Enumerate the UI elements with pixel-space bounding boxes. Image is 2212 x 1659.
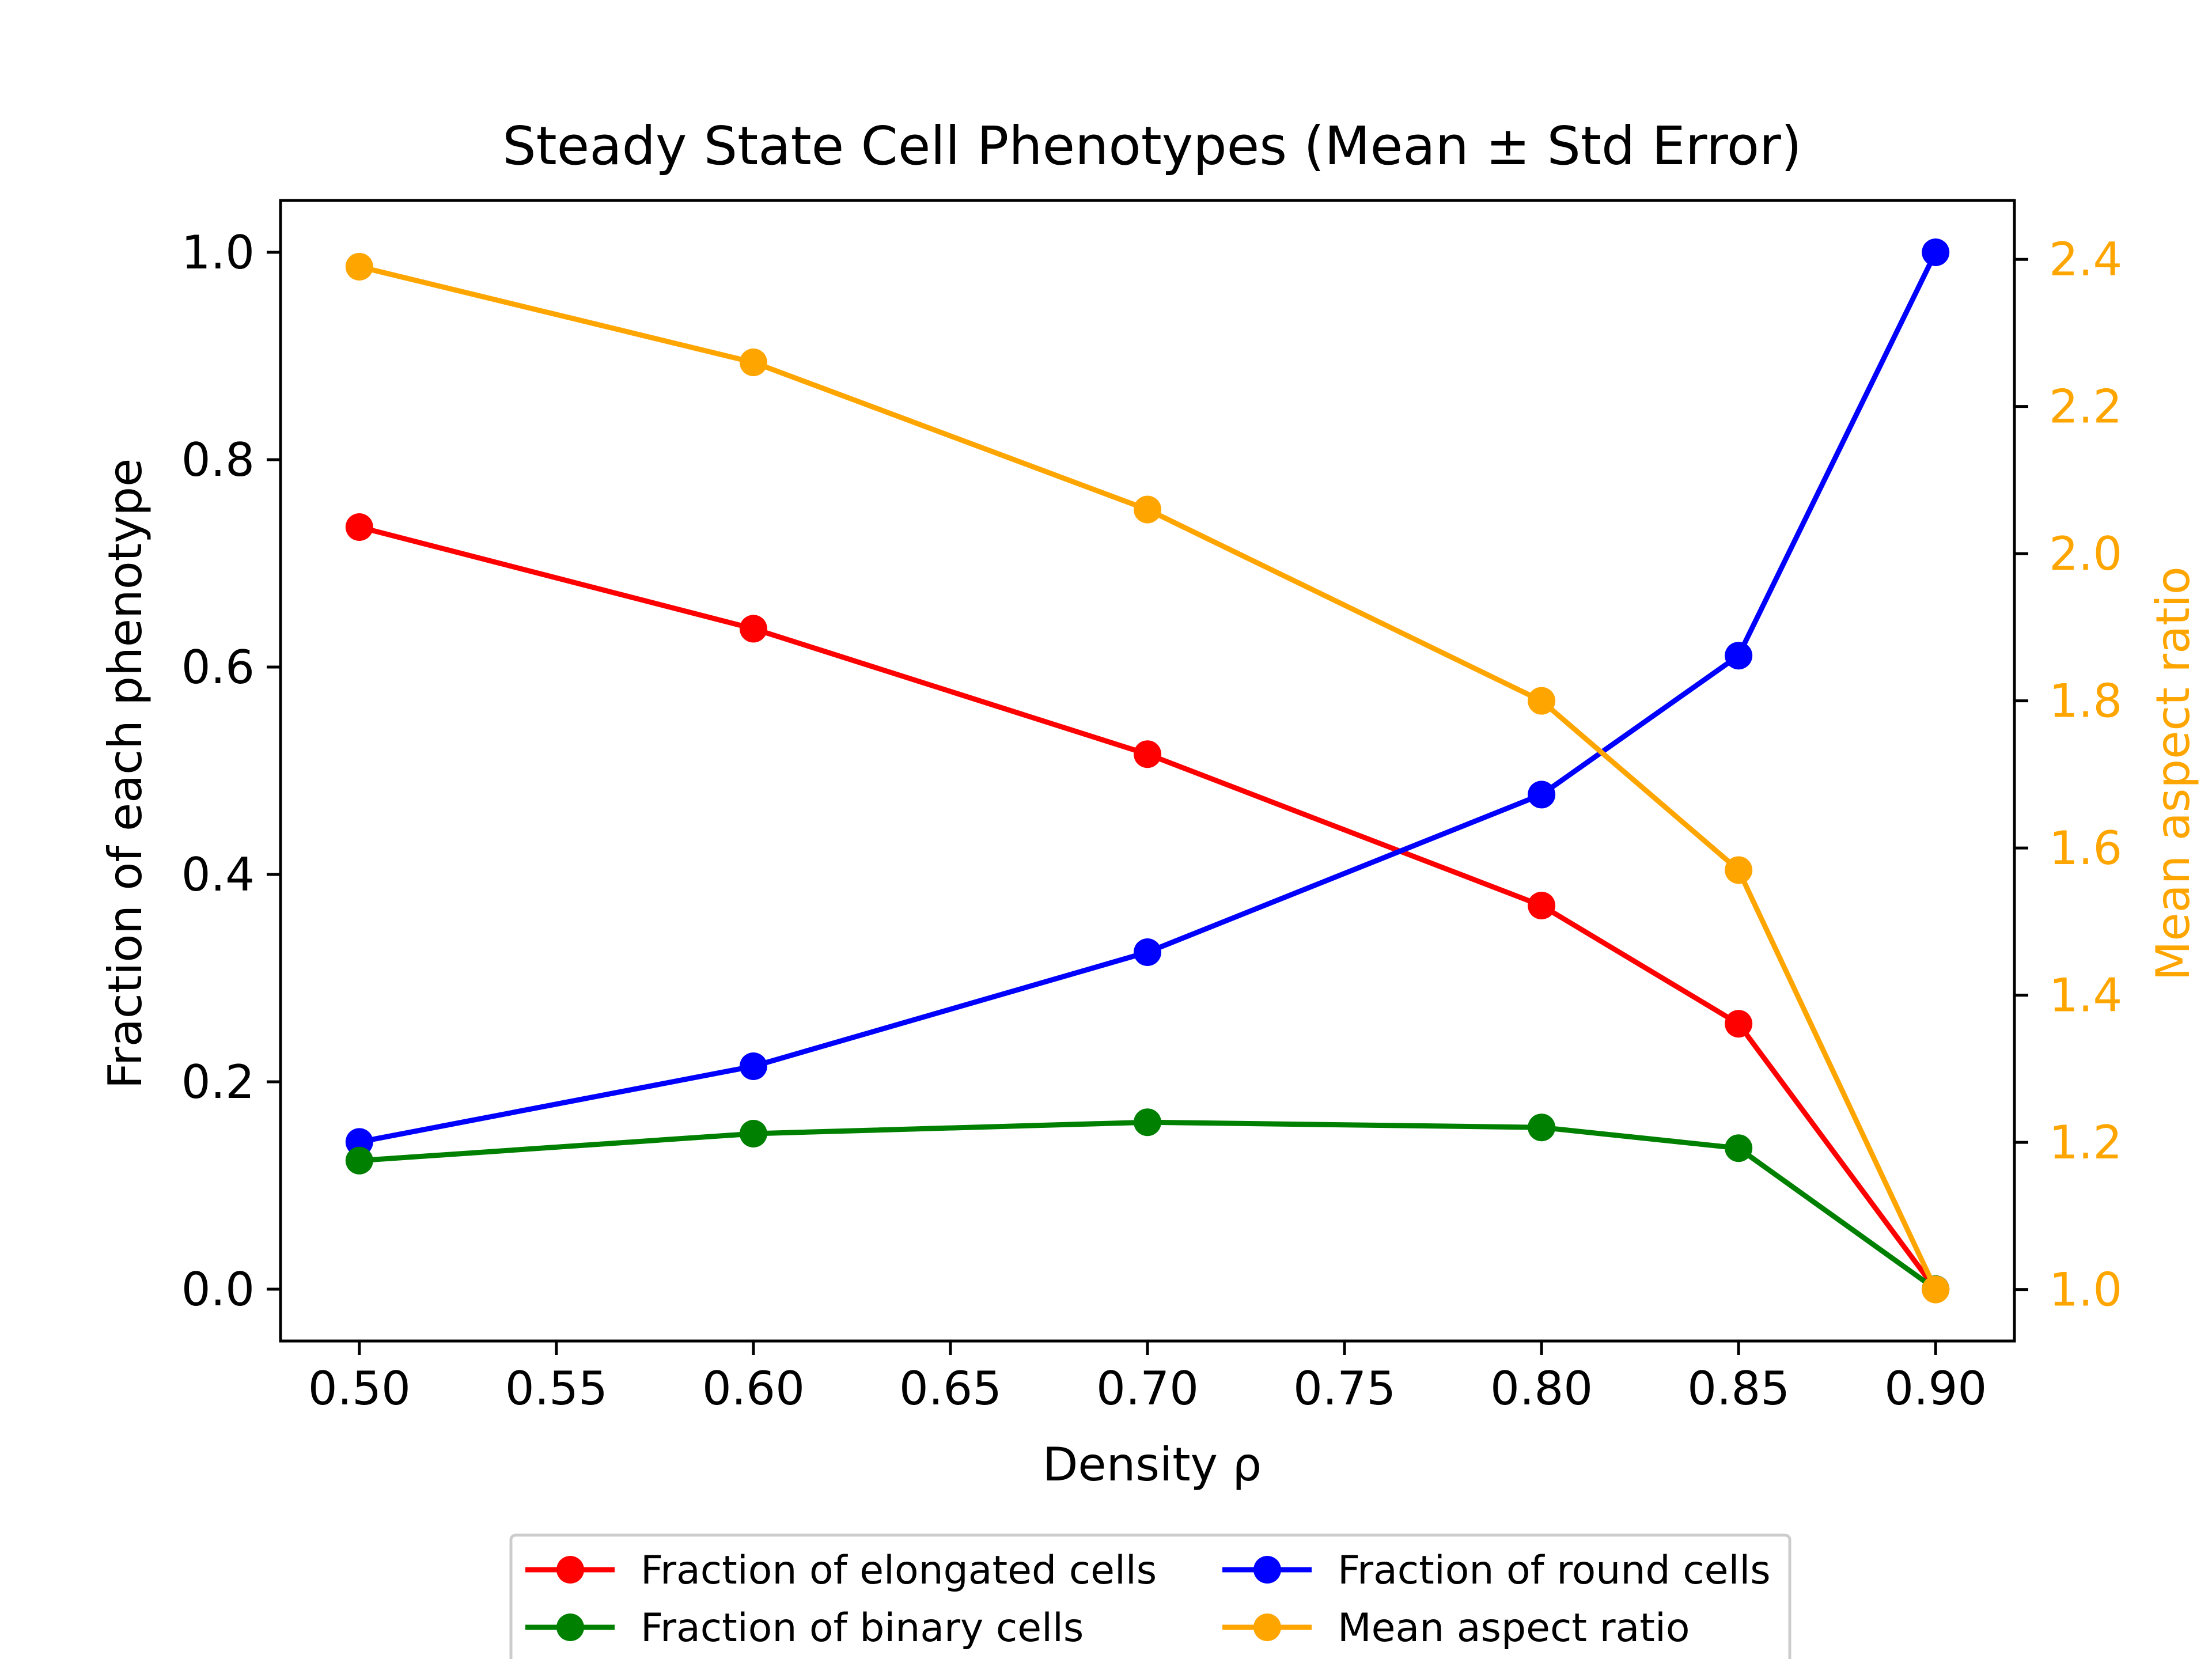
legend-box [509,1533,1791,1659]
y-right-axis-label: Mean aspect ratio [2146,566,2200,980]
legend-marker [1253,1613,1281,1641]
data-point [345,513,373,541]
legend-marker [556,1613,584,1641]
x-tick-label: 0.85 [1687,1362,1790,1415]
series-line-0 [358,524,1938,1291]
legend-label: Fraction of round cells [1338,1548,1771,1593]
data-point [1528,781,1556,809]
legend-marker [1253,1556,1281,1584]
y-tick-label: 1.0 [181,226,255,279]
y-tick-label: 0.6 [181,641,255,694]
y-right-tick-label: 1.4 [2049,969,2122,1022]
y-right-tick-label: 1.6 [2049,821,2122,875]
y-tick-label: 0.8 [181,433,255,487]
data-point [1134,1108,1161,1137]
x-tick-label: 0.75 [1293,1362,1396,1415]
series-line-1 [358,251,1938,1145]
x-axis-label: Density ρ [1043,1438,1262,1491]
legend-label: Mean aspect ratio [1338,1605,1690,1651]
data-point [1134,740,1161,768]
plot-frame [279,199,2016,1343]
data-point [1922,238,1950,266]
y-right-tick-label: 1.2 [2049,1116,2122,1169]
legend-marker [556,1556,584,1584]
data-point [1528,1113,1556,1142]
y-tick-label: 0.0 [181,1263,255,1316]
y-right-tick-label: 1.0 [2049,1263,2122,1317]
data-point [1134,938,1161,966]
x-tick-label: 0.70 [1096,1362,1199,1415]
legend: Fraction of elongated cells Fraction of b… [509,1533,1791,1659]
data-point [1725,1134,1753,1162]
y-tick-label: 0.4 [181,848,255,902]
data-point [739,615,767,643]
y-right-tick-label: 1.8 [2049,675,2122,728]
data-point [739,1120,767,1147]
data-point [1134,495,1161,524]
data-point [1528,892,1556,919]
chart-title: Steady State Cell Phenotypes (Mean ± Std… [502,115,1802,177]
data-point [1725,856,1753,884]
data-point [345,1146,373,1175]
y-right-tick-label: 2.4 [2049,233,2122,286]
series-line-3 [358,264,1938,1291]
data-point [1725,642,1753,670]
y-axis-label: Fraction of each phenotype [99,459,152,1089]
series-line-2 [359,1119,1937,1291]
data-point [739,349,767,377]
data-point [1528,687,1556,715]
data-point [1922,1275,1950,1304]
legend-label: Fraction of binary cells [641,1605,1084,1651]
y-right-tick-label: 2.2 [2049,380,2122,434]
x-tick-label: 0.50 [308,1362,411,1415]
data-point [1725,1010,1753,1038]
y-right-tick-label: 2.0 [2049,527,2122,581]
x-tick-label: 0.65 [899,1362,1002,1415]
data-point [345,252,373,281]
x-tick-label: 0.60 [702,1362,805,1415]
data-point [739,1052,767,1080]
y-tick-label: 0.2 [181,1055,255,1109]
x-tick-label: 0.55 [505,1362,608,1415]
legend-label: Fraction of elongated cells [641,1548,1157,1593]
x-tick-label: 0.80 [1490,1362,1593,1415]
plot-area: 0.50 0.55 0.60 0.65 0.70 0.75 0.80 0.85 0.90 0.0 0… [181,199,2122,1415]
x-tick-label: 0.90 [1884,1362,1987,1415]
